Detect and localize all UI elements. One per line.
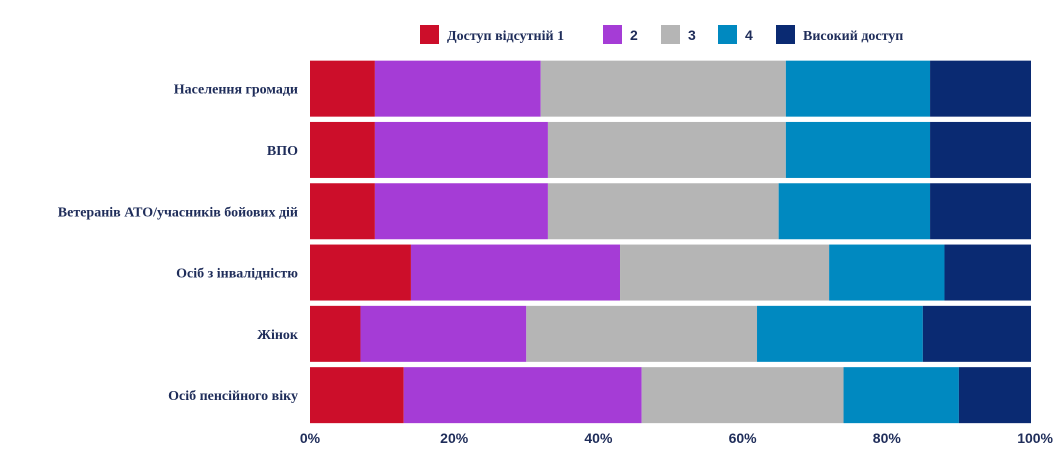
bar-segment xyxy=(310,121,375,178)
bar-segment xyxy=(310,60,375,117)
category-label: Ветеранів АТО/учасників бойових дій xyxy=(58,205,298,220)
x-axis-ticks: 0% 20% 40% 60% 80% 100% xyxy=(300,430,1054,446)
legend-item: Доступ відсутній 1 xyxy=(420,25,564,44)
category-label: ВПО xyxy=(267,144,298,159)
bar-segment xyxy=(310,244,411,301)
category-label: Населення громади xyxy=(174,83,298,98)
bar-segment xyxy=(310,367,404,424)
legend-label: 4 xyxy=(745,27,753,43)
bar-segment xyxy=(944,244,1031,301)
legend-item: 2 xyxy=(603,25,638,44)
bar-segment xyxy=(843,367,959,424)
legend-swatch xyxy=(603,25,622,44)
legend: Доступ відсутній 1 2 3 4 Високий доступ xyxy=(420,25,903,44)
legend-label: Доступ відсутній 1 xyxy=(447,29,564,44)
x-tick-label: 20% xyxy=(440,430,469,446)
bar-segment xyxy=(360,305,527,362)
x-tick-label: 0% xyxy=(300,430,321,446)
bar-segment xyxy=(922,305,1031,362)
bar-segment xyxy=(930,121,1031,178)
legend-swatch xyxy=(661,25,680,44)
bar-row xyxy=(310,305,1031,362)
bar-segment xyxy=(374,121,548,178)
bar-segment xyxy=(310,305,361,362)
legend-item: 3 xyxy=(661,25,696,44)
legend-label: 2 xyxy=(630,27,638,43)
bar-segment xyxy=(930,183,1031,240)
bar-segment xyxy=(930,60,1031,117)
category-label: Осіб з інвалідністю xyxy=(176,267,298,282)
bar-row xyxy=(310,60,1031,117)
bar-row xyxy=(310,244,1031,301)
bars xyxy=(310,60,1031,424)
bar-segment xyxy=(778,183,931,240)
category-label: Жінок xyxy=(257,328,299,343)
x-tick-label: 60% xyxy=(729,430,758,446)
bar-segment xyxy=(785,60,931,117)
bar-segment xyxy=(526,305,758,362)
category-label: Осіб пенсійного віку xyxy=(168,389,298,404)
bar-segment xyxy=(757,305,923,362)
bar-row xyxy=(310,183,1031,240)
legend-label: Високий доступ xyxy=(803,29,903,44)
legend-item: 4 xyxy=(718,25,753,44)
bar-row xyxy=(310,121,1031,178)
category-labels: Населення громади ВПО Ветеранів АТО/учасни… xyxy=(58,83,299,404)
bar-segment xyxy=(547,183,779,240)
x-tick-label: 80% xyxy=(873,430,902,446)
bar-segment xyxy=(403,367,642,424)
x-tick-label: 100% xyxy=(1017,430,1053,446)
bar-segment xyxy=(374,60,541,117)
bar-segment xyxy=(958,367,1031,424)
legend-swatch xyxy=(718,25,737,44)
legend-item: Високий доступ xyxy=(776,25,903,44)
bar-segment xyxy=(641,367,844,424)
legend-label: 3 xyxy=(688,27,696,43)
bar-segment xyxy=(310,183,375,240)
x-tick-label: 40% xyxy=(584,430,613,446)
bar-row xyxy=(310,367,1031,424)
bar-segment xyxy=(410,244,621,301)
bar-segment xyxy=(785,121,931,178)
bar-segment xyxy=(829,244,945,301)
legend-swatch xyxy=(420,25,439,44)
bar-segment xyxy=(620,244,830,301)
legend-swatch xyxy=(776,25,795,44)
bar-segment xyxy=(547,121,786,178)
bar-segment xyxy=(540,60,786,117)
bar-segment xyxy=(374,183,548,240)
